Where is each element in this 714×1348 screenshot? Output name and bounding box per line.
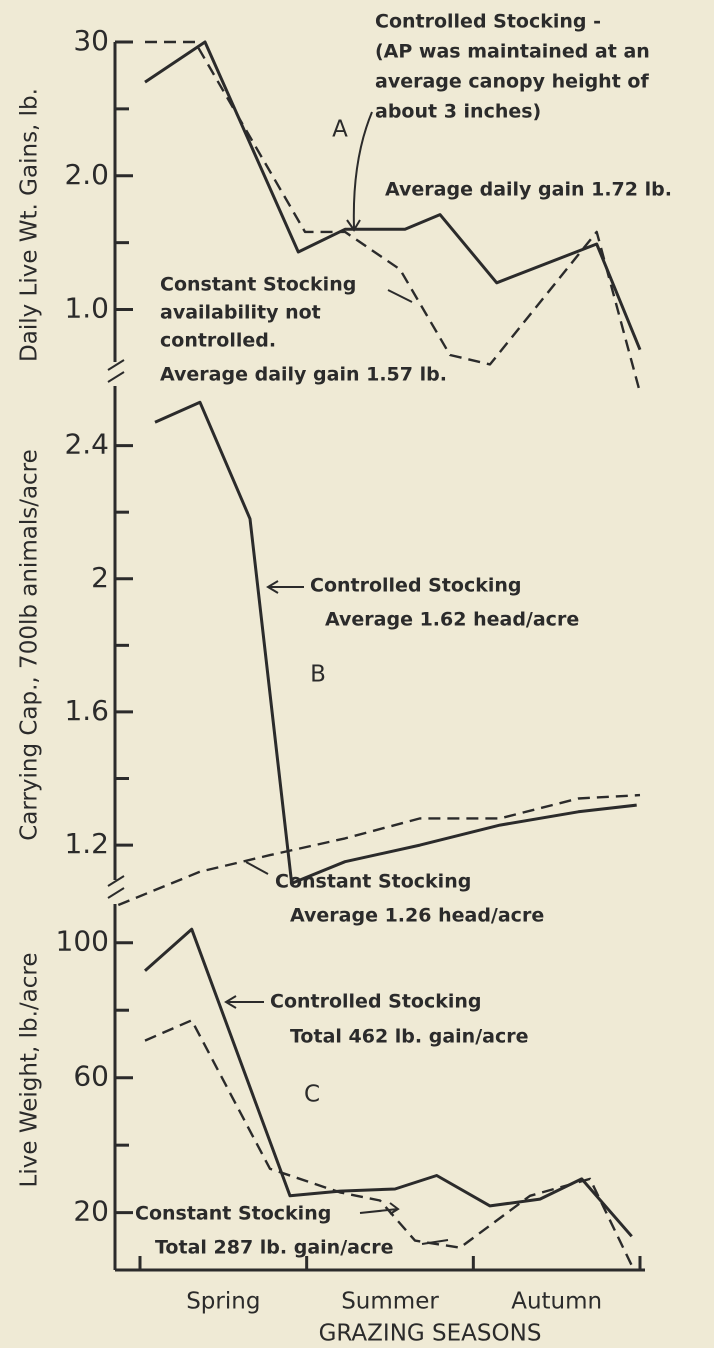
y-tick-label: 1.2 (64, 827, 109, 860)
y-tick-label: 2.4 (64, 428, 109, 461)
arrow (359, 1202, 400, 1215)
annotation: controlled. (160, 330, 276, 352)
annotation: availability not (160, 302, 321, 324)
panel-label: B (310, 662, 326, 688)
y-tick-label: 1.6 (64, 694, 109, 727)
x-axis-label: GRAZING SEASONS (319, 1321, 542, 1347)
annotation: Average 1.62 head/acre (325, 609, 579, 631)
arrow (387, 289, 413, 303)
y-axis-label: Daily Live Wt. Gains, lb. (17, 88, 43, 362)
y-axis-label: Live Weight, lb./acre (17, 953, 43, 1188)
series-line (117, 793, 641, 907)
annotation: Average daily gain 1.72 lb. (385, 179, 672, 201)
series-line (145, 40, 642, 393)
arrow (421, 1239, 449, 1245)
annotation: average canopy height of (375, 71, 649, 93)
series-line (144, 1019, 635, 1270)
annotation: Average 1.26 head/acre (290, 905, 544, 927)
y-tick-label: 1.0 (64, 292, 109, 325)
annotation: Constant Stocking (160, 274, 356, 296)
y-tick-label: 60 (73, 1060, 109, 1093)
arrow (352, 111, 373, 229)
annotation: Constant Stocking (135, 1203, 331, 1225)
annotation: Average daily gain 1.57 lb. (160, 364, 447, 386)
arrow (245, 861, 269, 875)
panel-label: C (304, 1082, 320, 1108)
series-line (144, 927, 633, 1238)
y-axis-label: Carrying Cap., 700lb animals/acre (17, 449, 43, 841)
annotation: Total 287 lb. gain/acre (155, 1237, 393, 1259)
arrows (107, 111, 449, 1245)
axis-break (107, 875, 125, 899)
y-tick-label: 2.0 (64, 158, 109, 191)
annotation: about 3 inches) (375, 101, 541, 123)
x-category-label: Autumn (511, 1289, 602, 1315)
axis-break (107, 359, 125, 383)
x-category-label: Spring (186, 1289, 260, 1315)
y-tick-label: 30 (73, 24, 109, 57)
y-tick-label: 20 (73, 1195, 109, 1228)
annotation: Total 462 lb. gain/acre (290, 1026, 528, 1048)
y-tick-label: 100 (56, 925, 109, 958)
arrow (266, 580, 304, 594)
annotation: Constant Stocking (275, 871, 471, 893)
panel-label: A (332, 117, 348, 143)
series-line (144, 40, 642, 351)
annotation: (AP was maintained at an (375, 41, 650, 63)
y-tick-label: 2 (91, 561, 109, 594)
arrow (224, 995, 264, 1009)
x-category-label: Summer (341, 1289, 439, 1315)
annotation: Controlled Stocking (270, 991, 482, 1013)
annotation: Controlled Stocking (310, 575, 522, 597)
series-line (154, 400, 637, 885)
annotation: Controlled Stocking - (375, 11, 601, 33)
